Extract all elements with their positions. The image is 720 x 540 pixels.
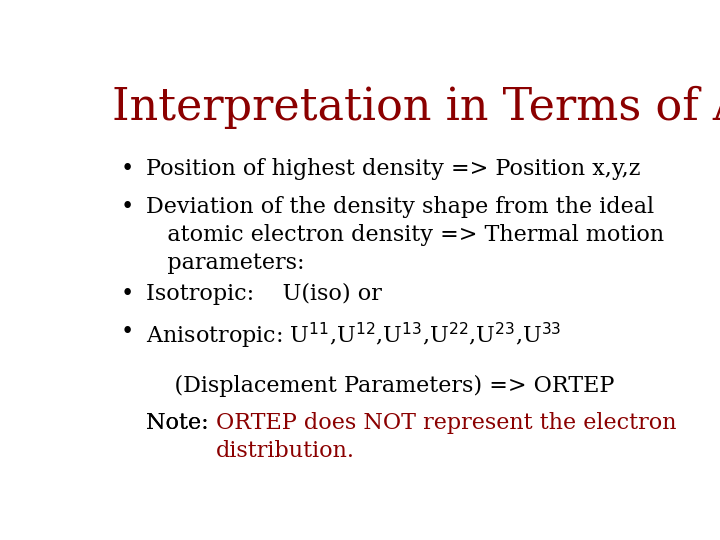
Text: •: • — [121, 283, 134, 305]
Text: Note:: Note: — [145, 412, 215, 434]
Text: ORTEP does NOT represent the electron
distribution.: ORTEP does NOT represent the electron di… — [215, 412, 676, 462]
Text: Position of highest density => Position x,y,z: Position of highest density => Position … — [145, 158, 640, 180]
Text: Anisotropic: U$^{11}$,U$^{12}$,U$^{13}$,U$^{22}$,U$^{23}$,U$^{33}$: Anisotropic: U$^{11}$,U$^{12}$,U$^{13}$,… — [145, 321, 562, 350]
Text: •: • — [121, 158, 134, 180]
Text: •: • — [121, 196, 134, 218]
Text: Isotropic:    U(iso) or: Isotropic: U(iso) or — [145, 283, 382, 305]
Text: Interpretation in Terms of Atoms: Interpretation in Terms of Atoms — [112, 85, 720, 129]
Text: Deviation of the density shape from the ideal
   atomic electron density => Ther: Deviation of the density shape from the … — [145, 196, 664, 274]
Text: (Displacement Parameters) => ORTEP: (Displacement Parameters) => ORTEP — [145, 375, 614, 397]
Text: Note:: Note: — [145, 412, 215, 434]
Text: •: • — [121, 321, 134, 342]
